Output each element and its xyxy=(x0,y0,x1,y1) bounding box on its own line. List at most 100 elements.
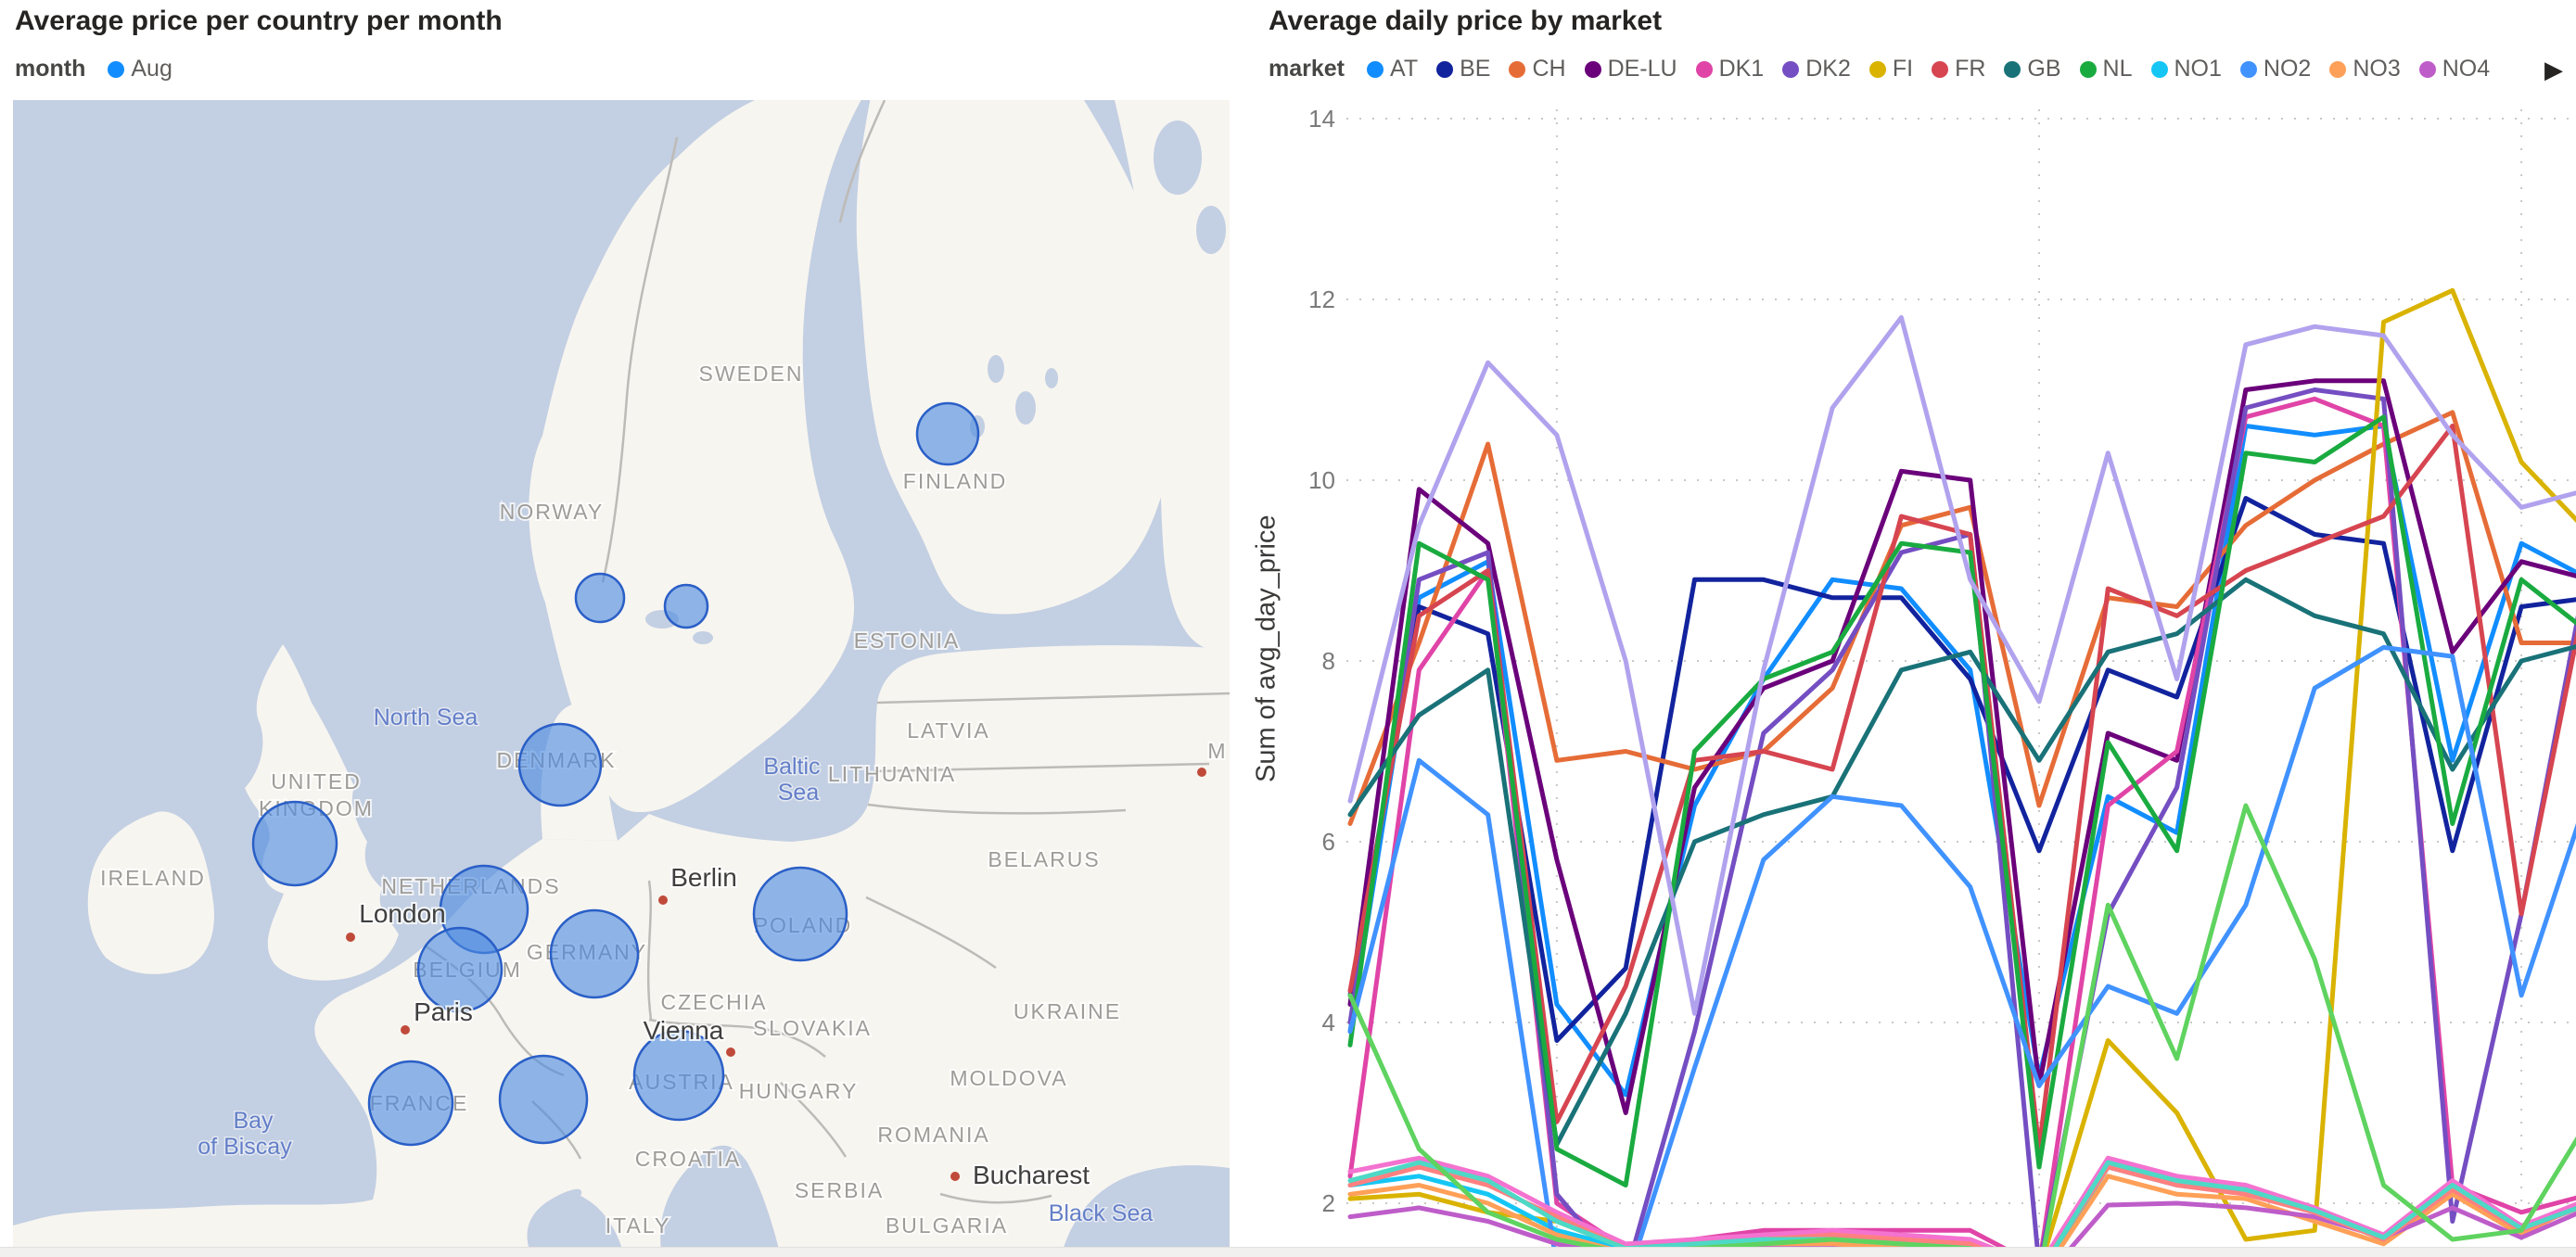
chart-legend-item-de-lu[interactable]: DE-LU xyxy=(1584,56,1677,83)
price-bubble-france[interactable] xyxy=(367,1060,454,1147)
chart-legend-item-label: NO1 xyxy=(2174,56,2222,82)
line-chart-plot[interactable] xyxy=(1230,0,2576,1257)
price-bubble-poland[interactable] xyxy=(752,866,848,962)
line-series-BE[interactable] xyxy=(1347,496,2576,1043)
legend-dot-icon xyxy=(1584,60,1601,78)
chart-legend-item-dk1[interactable]: DK1 xyxy=(1695,56,1764,83)
country-label: SERBIA xyxy=(795,1178,884,1202)
legend-overflow-arrow-icon[interactable]: ▶ xyxy=(2544,56,2563,83)
legend-dot-icon xyxy=(2239,60,2257,78)
lake xyxy=(693,631,713,644)
y-tick-label: 8 xyxy=(1321,647,1335,675)
country-label: BULGARIA xyxy=(886,1213,1008,1238)
country-border xyxy=(780,1082,848,1158)
map-visual: Average price per country per month mont… xyxy=(0,0,1230,1257)
country-label: LATVIA xyxy=(907,718,990,743)
country-label: M xyxy=(1207,739,1227,763)
legend-dot-icon xyxy=(1782,60,1800,78)
country-border xyxy=(867,803,1127,815)
country-label: SLOVAKIA xyxy=(753,1016,872,1040)
sea-label: Sea xyxy=(778,780,820,806)
chart-legend-item-label: BE xyxy=(1460,56,1491,82)
chart-legend-item-label: NL xyxy=(2102,56,2133,82)
chart-legend-item-label: FR xyxy=(1955,56,1986,82)
chart-legend-item-no3[interactable]: NO3 xyxy=(2329,56,2401,83)
chart-legend-item-be[interactable]: BE xyxy=(1436,56,1490,83)
chart-legend-item-no4[interactable]: NO4 xyxy=(2418,56,2490,83)
sea-label: Baltic xyxy=(763,754,820,780)
country-border xyxy=(601,136,679,583)
chart-legend-item-fr[interactable]: FR xyxy=(1932,56,1985,83)
chart-legend-item-at[interactable]: AT xyxy=(1367,56,1418,83)
chart-legend-item-no2[interactable]: NO2 xyxy=(2239,56,2312,83)
country-label: LITHUANIA xyxy=(828,762,956,786)
city-label: Bucharest xyxy=(973,1161,1090,1189)
chart-legend-item-label: GB xyxy=(2027,56,2061,82)
price-bubble-united-kingdom[interactable] xyxy=(251,800,338,887)
country-label: IRELAND xyxy=(100,866,206,890)
country-border xyxy=(838,100,886,223)
country-border xyxy=(646,880,653,1021)
chart-legend-item-gb[interactable]: GB xyxy=(2004,56,2061,83)
country-border xyxy=(939,1192,1052,1204)
chart-legend-field: market xyxy=(1269,56,1345,82)
chart-legend-item-ch[interactable]: CH xyxy=(1509,56,1566,83)
city-dot xyxy=(658,895,668,905)
lake xyxy=(1045,368,1058,388)
legend-dot-icon xyxy=(1509,60,1526,78)
y-tick-label: 12 xyxy=(1308,286,1335,313)
legend-dot-icon xyxy=(1436,60,1454,78)
country-label: ESTONIA xyxy=(854,628,961,653)
legend-dot-icon xyxy=(2004,60,2021,78)
chart-legend-item-label: NO2 xyxy=(2263,56,2312,82)
city-dot xyxy=(950,1172,960,1181)
chart-legend-item-dk2[interactable]: DK2 xyxy=(1782,56,1851,83)
price-bubble-belgium[interactable] xyxy=(416,926,504,1013)
country-border xyxy=(648,1018,826,1058)
city-label: Paris xyxy=(414,997,473,1026)
price-bubble-norway[interactable] xyxy=(574,572,626,624)
landmass xyxy=(87,811,214,974)
chart-legend-item-fi[interactable]: FI xyxy=(1868,56,1913,83)
line-series-NL[interactable] xyxy=(1347,414,2576,1187)
line-series-unlabeled-18[interactable] xyxy=(1347,803,2576,1257)
city-dot xyxy=(1197,768,1206,777)
country-label: SWEDEN xyxy=(699,362,804,386)
chart-legend-item-label: DK2 xyxy=(1805,56,1851,82)
map-legend-item-aug[interactable]: Aug xyxy=(108,56,172,83)
lake xyxy=(1196,206,1226,254)
line-series-unlabeled-16[interactable] xyxy=(1347,1164,2576,1257)
price-bubble-switzerland[interactable] xyxy=(498,1054,589,1145)
country-border xyxy=(876,692,1230,705)
line-series-FR[interactable] xyxy=(1347,424,2576,1151)
city-label: Vienna xyxy=(644,1016,724,1045)
sea-label: North Sea xyxy=(374,705,478,730)
country-label: ROMANIA xyxy=(877,1123,989,1147)
price-bubble-sweden[interactable] xyxy=(663,583,709,629)
y-tick-label: 4 xyxy=(1321,1009,1335,1036)
country-label: HUNGARY xyxy=(739,1079,859,1103)
country-label: UKRAINE xyxy=(1014,999,1121,1023)
price-bubble-finland[interactable] xyxy=(915,401,980,466)
y-tick-label: 6 xyxy=(1321,828,1335,856)
chart-legend-item-label: CH xyxy=(1532,56,1566,82)
price-bubble-austria[interactable] xyxy=(632,1029,725,1122)
line-series-unlabeled-14[interactable] xyxy=(1347,315,2576,1016)
country-border xyxy=(865,895,997,970)
line-chart-visual: Average daily price by market market AT B… xyxy=(1230,0,2576,1257)
line-series-DE-LU[interactable] xyxy=(1347,378,2576,1115)
legend-dot-icon xyxy=(1695,60,1713,78)
price-bubble-germany[interactable] xyxy=(549,908,640,999)
chart-legend-item-nl[interactable]: NL xyxy=(2079,56,2133,83)
landmass xyxy=(529,100,861,813)
europe-bubble-map[interactable]: North Sea Baltic Sea Bay of Biscay Black Sea S… xyxy=(13,100,1230,1257)
country-label: MOLDOVA xyxy=(950,1066,1067,1090)
line-series-NO2[interactable] xyxy=(1347,644,2576,1257)
lake xyxy=(988,355,1004,383)
country-label: CROATIA xyxy=(635,1147,742,1171)
legend-dot-icon xyxy=(2079,60,2097,78)
chart-legend-item-no1[interactable]: NO1 xyxy=(2150,56,2222,83)
map-title: Average price per country per month xyxy=(15,6,503,36)
y-tick-label: 10 xyxy=(1308,466,1335,494)
price-bubble-denmark[interactable] xyxy=(517,722,603,807)
